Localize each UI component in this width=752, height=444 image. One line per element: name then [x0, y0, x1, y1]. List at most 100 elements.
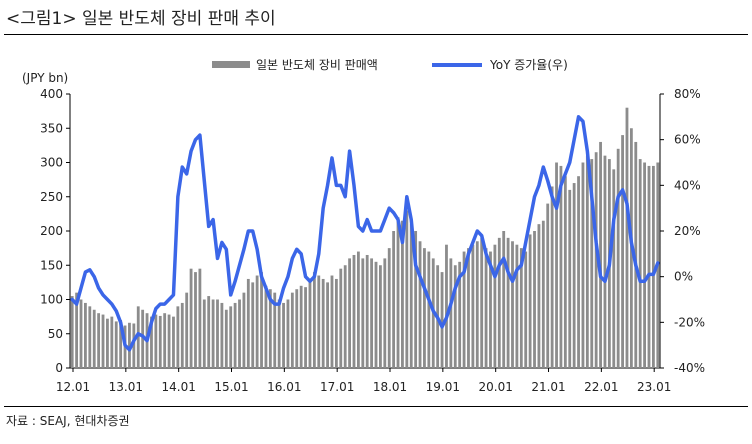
sales-bar	[572, 183, 576, 368]
legend: 일본 반도체 장비 판매액 YoY 증가율(우)	[212, 58, 568, 72]
left-tick-label: 50	[48, 327, 63, 341]
sales-bar	[312, 272, 316, 368]
sales-bar	[409, 224, 413, 368]
sales-bar	[515, 244, 519, 368]
x-tick-label: 16.01	[267, 380, 301, 394]
left-tick-label: 150	[40, 258, 63, 272]
sales-bar	[489, 251, 492, 368]
sales-bar	[445, 244, 448, 368]
sales-bar	[330, 275, 334, 368]
sales-bar	[497, 237, 501, 368]
right-tick-label: -20%	[674, 315, 705, 329]
sales-bar	[550, 186, 554, 368]
sales-bar	[101, 314, 105, 368]
x-tick-label: 22.01	[584, 380, 618, 394]
sales-bar	[321, 278, 325, 368]
sales-bar	[277, 299, 281, 368]
x-tick-label: 19.01	[426, 380, 460, 394]
sales-bar	[70, 296, 74, 368]
sales-bar	[202, 299, 206, 368]
sales-bar	[577, 176, 580, 368]
sales-bar	[150, 316, 153, 369]
sales-bar	[458, 261, 462, 368]
sales-bar	[339, 268, 343, 368]
sales-bar	[392, 231, 396, 368]
sales-bar	[251, 282, 255, 369]
sales-bar	[506, 237, 510, 368]
x-tick-label: 18.01	[373, 380, 407, 394]
sales-bar	[79, 299, 83, 368]
right-tick-label: 80%	[674, 87, 701, 101]
footer-divider	[4, 406, 748, 407]
sales-bar	[216, 299, 219, 368]
sales-bar	[493, 244, 497, 368]
sales-bar	[581, 162, 585, 368]
x-tick-label: 20.01	[479, 380, 513, 394]
sales-bar	[502, 231, 506, 368]
sales-bar	[568, 189, 572, 368]
sales-bar	[546, 203, 550, 368]
sales-bar	[264, 285, 268, 368]
sales-bar	[176, 306, 180, 368]
left-tick-label: 0	[55, 361, 63, 375]
left-tick-label: 100	[40, 293, 63, 307]
sales-bar	[282, 302, 285, 368]
sales-bar	[625, 107, 629, 368]
sales-bar	[405, 210, 409, 368]
sales-bar	[423, 248, 426, 369]
sales-bar	[163, 313, 167, 368]
sales-bar	[594, 152, 598, 368]
sales-bar	[128, 322, 131, 368]
sales-bar	[616, 148, 620, 368]
sales-yoy-chart: 0 50 100 150 200 250 300 350 400 -40% -20% 0% 20% 40…	[22, 58, 705, 394]
sales-bar	[97, 313, 101, 368]
x-tick-label: 13.01	[109, 380, 143, 394]
left-tick-label: 350	[40, 121, 63, 135]
right-tick-label: -40%	[674, 361, 705, 375]
sales-bar	[356, 251, 360, 368]
sales-bar	[418, 241, 422, 368]
sales-bar	[229, 306, 233, 368]
legend-bar-label: 일본 반도체 장비 판매액	[256, 58, 378, 72]
sales-bar	[119, 320, 123, 368]
sales-bar	[528, 234, 532, 368]
legend-line-label: YoY 증가율(우)	[489, 58, 568, 72]
sales-bar	[260, 272, 263, 368]
sales-bar	[286, 299, 290, 368]
sales-bar	[379, 265, 382, 368]
axis-lines	[69, 94, 661, 369]
left-axis-unit-label: (JPY bn)	[22, 71, 68, 85]
sales-bar	[374, 261, 378, 368]
left-tick-label: 250	[40, 190, 63, 204]
sales-bar	[242, 292, 246, 368]
sales-bar	[370, 258, 374, 368]
sales-bar	[541, 220, 545, 368]
sales-bar	[559, 165, 563, 368]
sales-bar	[401, 220, 404, 368]
sales-bar	[343, 265, 347, 368]
sales-bar	[246, 278, 250, 368]
sales-bar	[207, 296, 211, 368]
sales-bar	[599, 141, 602, 368]
sales-bar	[268, 289, 272, 368]
sales-bar	[84, 302, 87, 368]
sales-bar	[524, 251, 528, 368]
sales-bar	[365, 254, 369, 368]
sales-bar	[141, 309, 145, 368]
left-tick-label: 200	[40, 224, 63, 238]
sales-bar	[334, 278, 338, 368]
sales-bar	[317, 275, 321, 368]
sales-bar	[555, 162, 558, 368]
sales-bar	[220, 302, 224, 368]
yoy-polyline	[70, 115, 660, 352]
sales-bar	[511, 241, 514, 368]
sales-bar	[167, 314, 171, 368]
sales-bar	[462, 251, 466, 368]
sales-bar	[273, 292, 277, 368]
sales-bar	[634, 141, 638, 368]
sales-bar	[194, 272, 197, 368]
sales-bar	[180, 302, 184, 368]
sales-bar	[387, 248, 391, 369]
right-tick-label: 20%	[674, 224, 701, 238]
sales-bar	[647, 165, 651, 368]
